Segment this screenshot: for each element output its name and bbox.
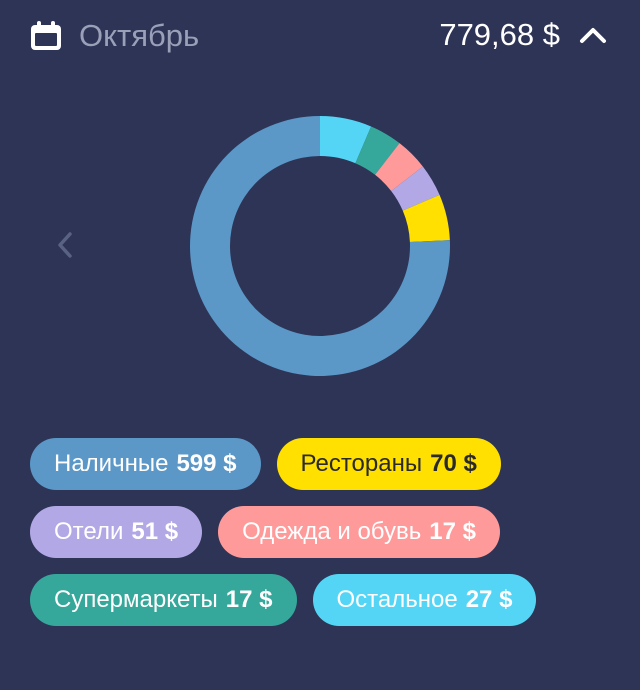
donut-slice (355, 126, 400, 175)
chip-label: Одежда и обувь (242, 518, 422, 545)
chip-restaurants[interactable]: Рестораны 70 $ (276, 438, 501, 490)
chip-amount: 17 $ (225, 586, 273, 613)
header: Октябрь 779,68 $ (0, 0, 640, 72)
donut-slice (402, 194, 450, 242)
chip-row: Наличные 599 $ Рестораны 70 $ (30, 438, 620, 490)
chip-amount: 51 $ (131, 518, 179, 545)
chip-label: Остальное (336, 586, 458, 613)
chip-cash[interactable]: Наличные 599 $ (30, 438, 261, 490)
chevron-up-icon[interactable] (578, 22, 608, 48)
chip-label: Рестораны (300, 450, 423, 477)
chip-label: Отели (54, 518, 124, 545)
chip-other[interactable]: Остальное 27 $ (312, 574, 537, 626)
chip-label: Супермаркеты (54, 586, 218, 613)
chip-amount: 70 $ (430, 450, 477, 477)
category-chips: Наличные 599 $ Рестораны 70 $ Отели 51 $… (30, 438, 620, 642)
donut-slice (320, 116, 372, 164)
chip-row: Супермаркеты 17 $ Остальное 27 $ (30, 574, 620, 626)
chip-clothing[interactable]: Одежда и обувь 17 $ (218, 506, 500, 558)
total-amount: 779,68 $ (439, 17, 560, 52)
chip-amount: 17 $ (429, 518, 476, 545)
chip-supermarkets[interactable]: Супермаркеты 17 $ (30, 574, 297, 626)
chip-label: Наличные (54, 450, 169, 477)
month-label[interactable]: Октябрь (79, 18, 200, 53)
donut-slice (375, 143, 423, 191)
chip-amount: 599 $ (176, 450, 237, 477)
donut-chart (190, 116, 451, 376)
chip-amount: 27 $ (465, 586, 513, 613)
donut-slice (391, 166, 440, 211)
chip-hotels[interactable]: Отели 51 $ (30, 506, 203, 558)
chip-row: Отели 51 $ Одежда и обувь 17 $ (30, 506, 620, 558)
calendar-icon[interactable] (29, 20, 63, 52)
chevron-left-icon[interactable] (52, 228, 78, 262)
donut-slice (190, 116, 451, 376)
